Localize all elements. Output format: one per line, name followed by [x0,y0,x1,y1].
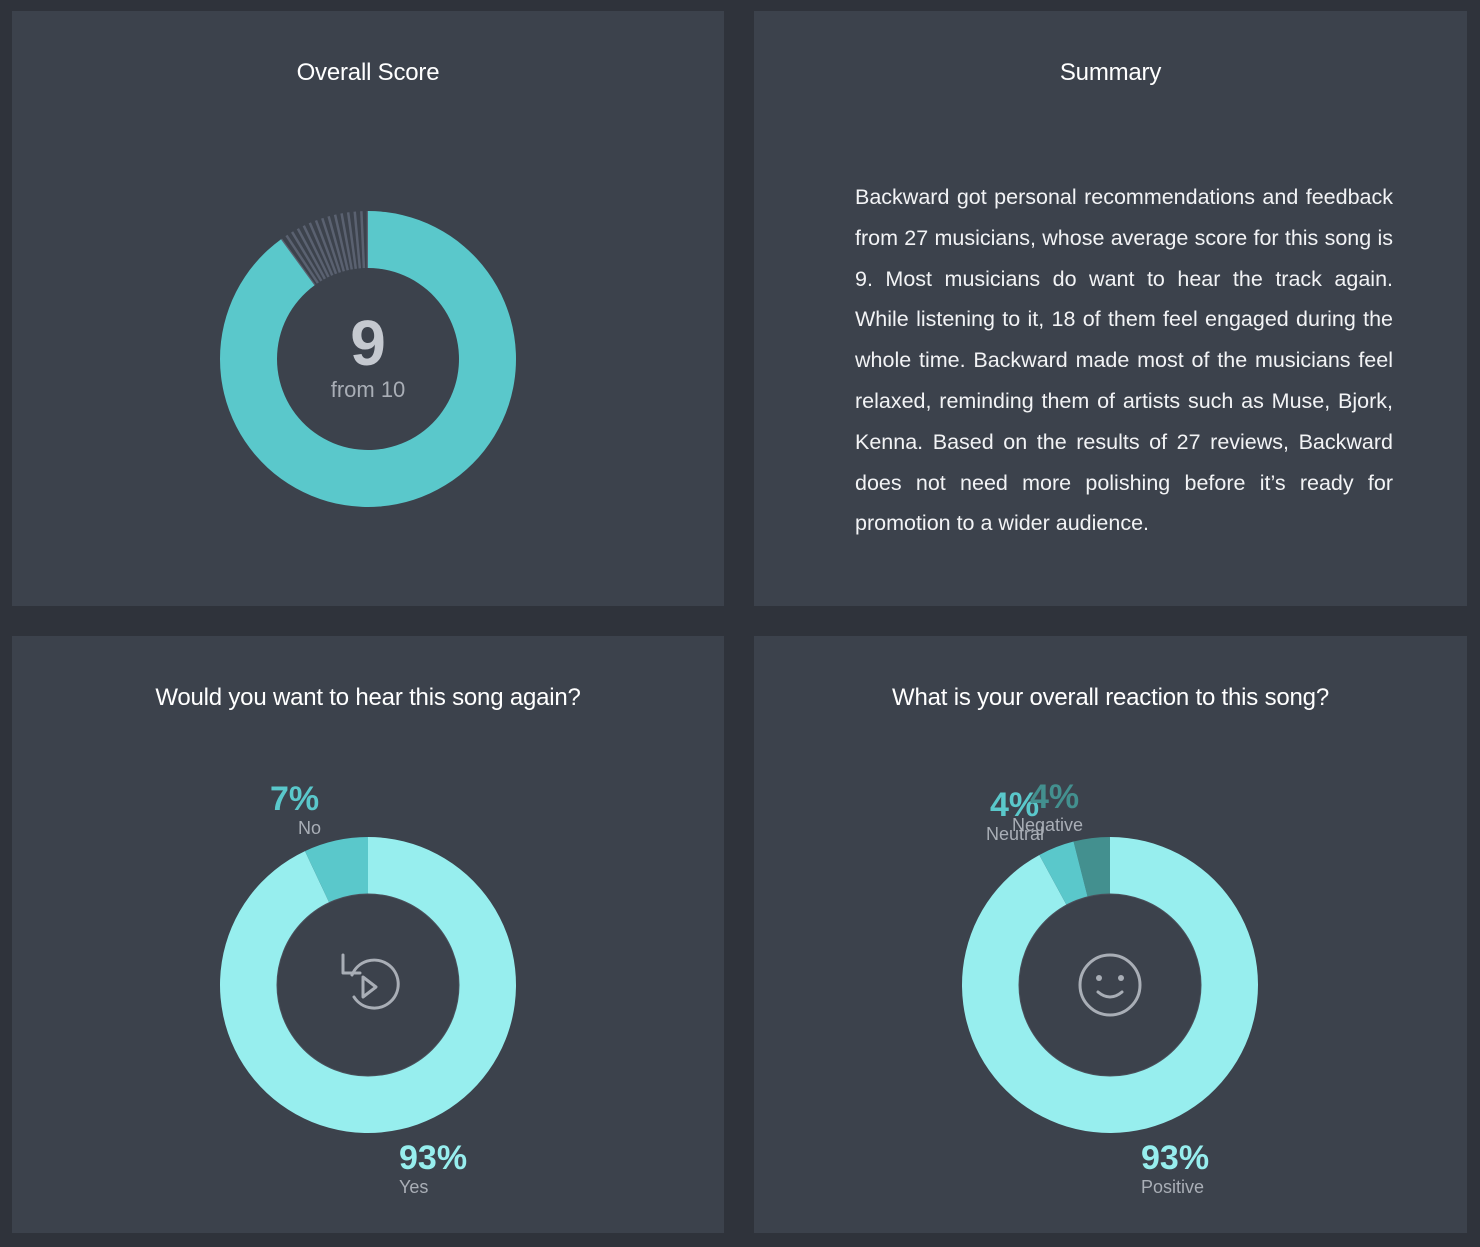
score-hatch-line [302,225,330,278]
score-hatch-line [285,234,319,284]
hear-again-donut [219,837,517,1133]
smile-icon [1078,953,1142,1017]
score-hatch-line [353,211,362,269]
overall-reaction-card: What is your overall reaction to this so… [754,636,1467,1233]
overall-score-title: Overall Score [296,59,440,86]
donut-inner-edge [276,893,460,1077]
neutral-percent: 4% [990,786,1040,824]
yes-label: Yes [399,1177,429,1197]
negative-percent: 4% [1030,778,1080,816]
overall-score-card: Overall Score 9 from 10 [12,11,724,606]
score-hatch-line [296,228,326,280]
donut-inner-edge [1018,893,1202,1077]
slice-negative [1073,837,1110,897]
summary-card: Summary Backward got personal recommenda… [754,11,1467,606]
slice-yes [219,837,517,1133]
score-hatch-line [360,211,366,269]
replay-icon [341,953,400,1010]
score-value: 9 [350,307,386,379]
slice-neutral [1039,841,1088,906]
positive-percent: 93% [1141,1139,1210,1177]
score-hatch-line [291,231,323,282]
overall-reaction-title: What is your overall reaction to this so… [892,684,1329,711]
score-hatch-line [314,219,338,275]
overall-score-donut [220,211,517,508]
yes-percent: 93% [399,1139,468,1177]
positive-label: Positive [1141,1177,1205,1197]
summary-title: Summary [1059,59,1162,86]
no-label: No [298,818,322,838]
summary-text: Backward got personal recommendations an… [855,185,1393,536]
slice-no [304,837,368,903]
no-percent: 7% [270,780,320,818]
overall-reaction-donut [962,837,1258,1133]
score-arc [220,211,517,508]
score-suffix: from 10 [330,377,406,402]
hear-again-card: Would you want to hear this song again? … [12,636,724,1233]
score-hatch-line [327,216,345,272]
score-hatch-line [279,238,316,287]
hear-again-title: Would you want to hear this song again? [155,684,581,711]
score-hatch-line [333,214,349,271]
score-hatch-line [321,217,342,273]
score-hatch-line [308,222,334,276]
slice-positive [962,837,1258,1133]
neutral-label: Neutral [986,824,1045,844]
negative-label: Negative [1012,815,1084,835]
score-hatch-line [346,212,358,269]
score-hatch-line [340,213,353,270]
